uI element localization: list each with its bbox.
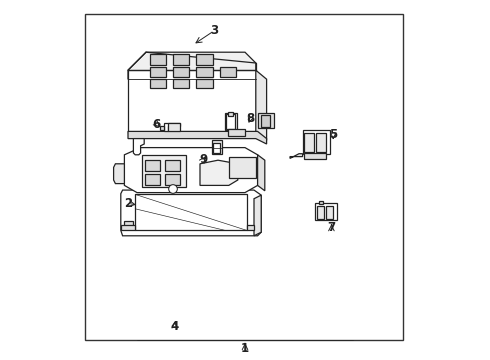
Text: 4: 4	[171, 320, 179, 333]
Polygon shape	[133, 139, 144, 155]
Text: 7: 7	[327, 221, 336, 234]
Polygon shape	[121, 190, 261, 236]
Bar	[226, 114, 235, 129]
Bar	[165, 160, 180, 171]
Bar	[173, 67, 189, 77]
Bar	[228, 129, 245, 136]
Polygon shape	[290, 154, 303, 158]
Bar	[229, 157, 256, 178]
Polygon shape	[164, 123, 180, 131]
Text: 3: 3	[210, 24, 219, 37]
Bar	[173, 54, 189, 65]
Bar	[124, 221, 133, 229]
Bar	[225, 113, 237, 130]
Circle shape	[169, 185, 177, 193]
Bar	[326, 206, 333, 219]
Text: 2: 2	[124, 197, 132, 210]
Polygon shape	[128, 131, 267, 144]
Bar	[145, 160, 160, 171]
Bar	[149, 67, 166, 77]
Text: 9: 9	[199, 153, 208, 166]
Bar	[316, 133, 326, 152]
Polygon shape	[121, 225, 135, 230]
Bar	[196, 54, 213, 65]
Polygon shape	[258, 155, 265, 191]
Bar	[261, 115, 270, 127]
Bar	[149, 54, 166, 65]
Bar	[220, 67, 236, 77]
Text: 8: 8	[246, 112, 254, 125]
Text: 1: 1	[241, 342, 249, 355]
Polygon shape	[128, 70, 256, 133]
Text: 5: 5	[329, 129, 337, 141]
Polygon shape	[160, 126, 164, 130]
Polygon shape	[114, 164, 124, 184]
Bar	[196, 79, 213, 88]
Bar	[173, 79, 189, 88]
Bar	[135, 194, 247, 230]
Bar	[165, 174, 180, 185]
Bar	[258, 113, 274, 128]
Bar	[145, 174, 160, 185]
Bar	[319, 201, 323, 204]
Bar	[168, 123, 180, 131]
Bar	[304, 133, 315, 152]
Polygon shape	[128, 52, 256, 79]
Polygon shape	[124, 148, 258, 193]
Text: 6: 6	[153, 118, 161, 131]
Bar	[315, 203, 337, 220]
Bar	[304, 153, 326, 159]
Polygon shape	[254, 195, 261, 236]
Polygon shape	[256, 70, 267, 140]
Bar	[85, 14, 403, 340]
Polygon shape	[200, 160, 238, 185]
Polygon shape	[247, 225, 254, 230]
Bar	[149, 79, 166, 88]
Bar	[303, 130, 330, 154]
Bar	[196, 67, 213, 77]
Bar	[212, 140, 222, 154]
Bar	[228, 112, 233, 116]
Bar	[143, 155, 186, 187]
Bar	[317, 206, 324, 219]
Bar	[213, 143, 220, 153]
